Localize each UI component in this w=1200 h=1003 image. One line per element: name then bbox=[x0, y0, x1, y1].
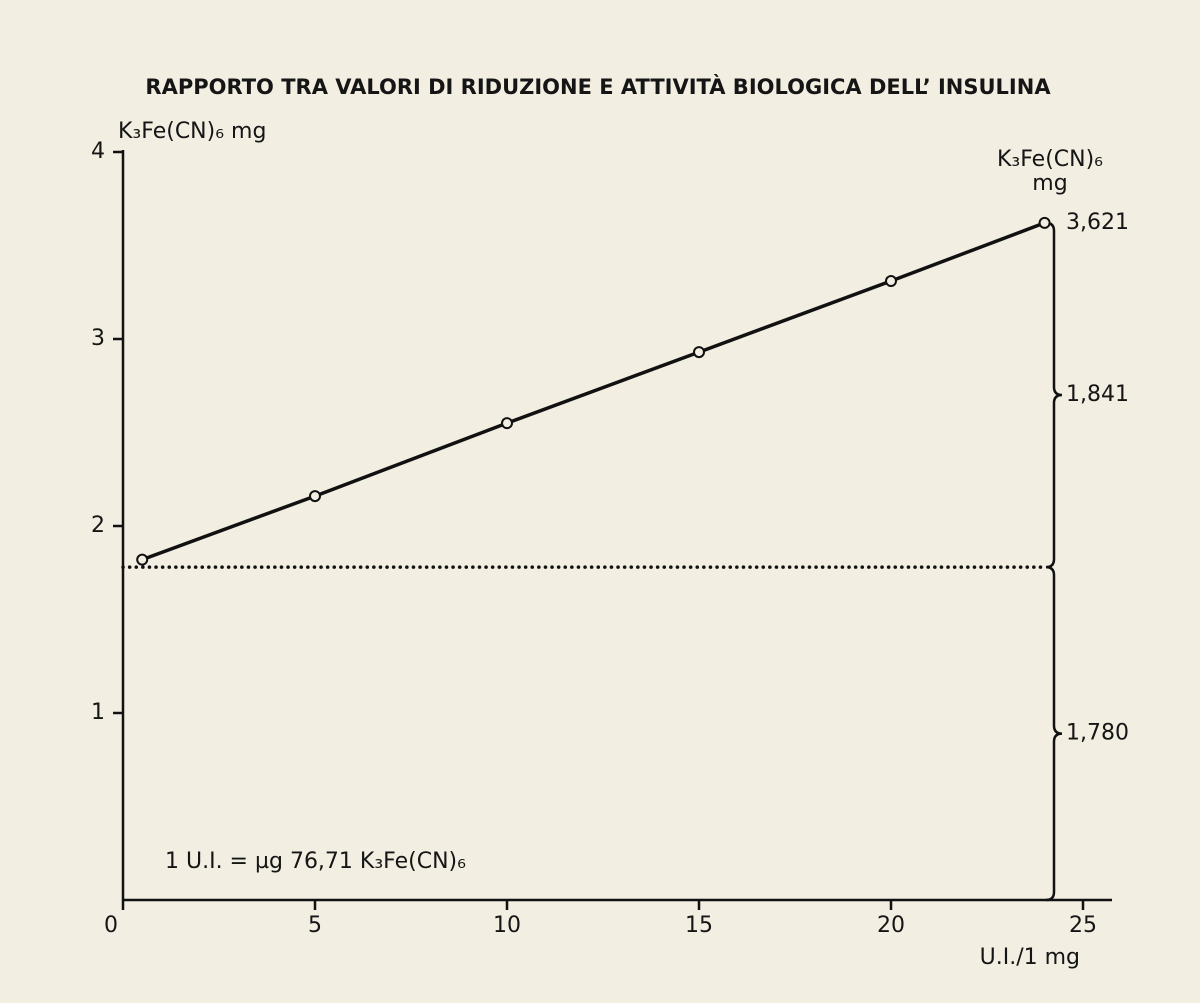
chart-title: RAPPORTO TRA VALORI DI RIDUZIONE E ATTIV… bbox=[145, 74, 1051, 99]
y-tick-label: 3 bbox=[91, 326, 105, 351]
data-point bbox=[501, 417, 513, 430]
brace-label: 1,841 bbox=[1066, 382, 1129, 407]
end-label: 3,621 bbox=[1066, 210, 1129, 235]
brace-label: 1,780 bbox=[1066, 721, 1129, 746]
brace bbox=[1045, 565, 1063, 902]
brace bbox=[1045, 221, 1063, 569]
data-point bbox=[885, 275, 897, 288]
data-point bbox=[136, 553, 149, 566]
x-tick-label: 5 bbox=[308, 913, 322, 938]
y-tick-label: 1 bbox=[91, 700, 105, 725]
data-line bbox=[141, 221, 1046, 562]
annotation: 1 U.I. = µg 76,71 K₃Fe(CN)₆ bbox=[165, 849, 466, 874]
y-tick-label: 4 bbox=[91, 139, 105, 164]
data-point bbox=[309, 490, 321, 503]
data-point bbox=[1038, 216, 1051, 229]
x-tick-label: 15 bbox=[685, 913, 713, 938]
data-point bbox=[693, 346, 705, 359]
y-axis-label: K₃Fe(CN)₆ mg bbox=[118, 119, 266, 144]
y-tick-label: 2 bbox=[91, 513, 105, 538]
right-label: mg bbox=[1032, 171, 1067, 196]
x-axis-label: U.I./1 mg bbox=[980, 945, 1080, 970]
right-label: K₃Fe(CN)₆ bbox=[997, 147, 1103, 172]
x-tick-label: 0 bbox=[104, 913, 118, 938]
x-tick-label: 10 bbox=[493, 913, 521, 938]
x-tick-label: 25 bbox=[1069, 913, 1097, 938]
x-tick-label: 20 bbox=[877, 913, 905, 938]
